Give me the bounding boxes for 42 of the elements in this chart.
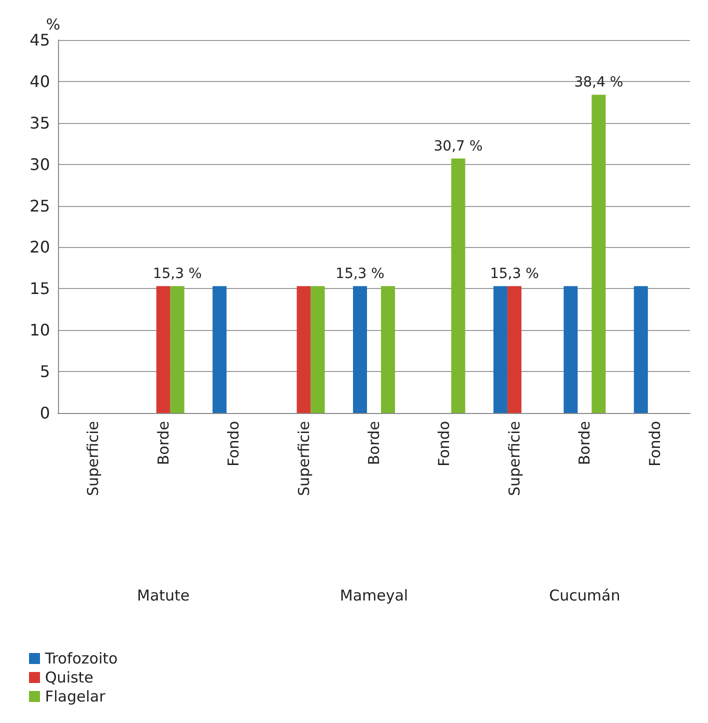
bar [592, 94, 606, 413]
x-tick-label: Fondo [435, 421, 454, 466]
text: Matute [137, 586, 190, 604]
bar [212, 286, 227, 413]
bar [296, 286, 311, 413]
text: Cucumán [549, 586, 620, 604]
x-tick-label: Borde [576, 421, 594, 466]
data-label: 15,3 % [152, 266, 202, 282]
bar [156, 286, 170, 413]
bar [170, 286, 184, 413]
x-tick-label: Borde [154, 421, 172, 466]
y-tick-label: 15 [30, 279, 50, 298]
legend-label: Quiste [45, 668, 94, 686]
bar [353, 286, 367, 413]
x-tick-label: Superficie [294, 421, 313, 496]
y-tick-label: 25 [30, 196, 50, 216]
y-tick-label: 30 [30, 154, 50, 174]
x-tick-label: Superficie [505, 421, 524, 496]
bar [634, 286, 648, 413]
x-tick-label: Superficie [84, 421, 102, 496]
bar [451, 158, 466, 413]
bar [310, 286, 325, 413]
x-tick-label: Fondo [224, 421, 243, 466]
y-tick-label: 10 [30, 320, 50, 340]
data-label: 30,7 % [434, 138, 483, 155]
legend-label: Flagelar [45, 688, 106, 706]
data-label: 15,3 % [490, 266, 539, 282]
bar [564, 286, 578, 413]
y-tick-label: 35 [30, 113, 50, 132]
x-tick-label: Fondo [646, 421, 664, 466]
x-tick-label: Borde [365, 421, 383, 466]
y-tick-label: 5 [40, 362, 50, 382]
legend-label: Trofozoito [44, 650, 118, 668]
y-tick-label: 0 [40, 404, 50, 422]
data-label: 15,3 % [336, 266, 384, 282]
y-tick-label: 20 [30, 238, 50, 257]
bar [493, 286, 508, 413]
data-label: 38,4 % [574, 74, 624, 91]
y-tick-label: 40 [30, 72, 50, 91]
text: Mameyal [340, 586, 408, 604]
bar [507, 286, 522, 413]
bar [381, 286, 395, 413]
